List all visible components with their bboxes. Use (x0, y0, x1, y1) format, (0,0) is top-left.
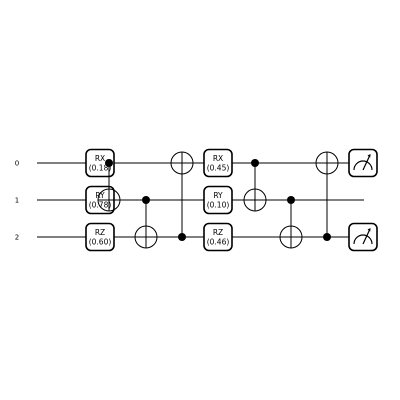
gate-rz-q2: RZ(0.60) (85, 222, 115, 252)
gate-param: (0.18) (89, 164, 112, 173)
gate-ry-q1: RY(0.10) (203, 185, 233, 215)
meter-icon (353, 234, 373, 245)
meter-icon (353, 160, 373, 171)
control-dot (105, 159, 113, 167)
gate-param: (0.10) (207, 201, 230, 210)
gate-param: (0.45) (207, 164, 230, 173)
control-dot (178, 233, 186, 241)
gate-name: RY (95, 191, 105, 200)
gate-rz-q2: RZ(0.46) (203, 222, 233, 252)
meter-needle (362, 154, 371, 171)
gate-name: RZ (95, 228, 105, 237)
qubit-labels: 0 1 2 (15, 160, 19, 242)
cnot-gate-c0-t1 (243, 159, 267, 212)
gate-box (203, 185, 233, 215)
meter-needle (362, 228, 371, 245)
gate-param: (0.46) (207, 238, 230, 247)
cnot-gate-c2-t0 (170, 151, 194, 241)
control-dot (287, 196, 295, 204)
meter-box (348, 148, 378, 178)
qubit-label-0: 0 (15, 160, 19, 168)
control-dot (142, 196, 150, 204)
qubit-label-2: 2 (15, 234, 19, 242)
gate-name: RX (213, 154, 223, 163)
cnot-gate-c1-t2 (279, 196, 303, 249)
gate-box (203, 148, 233, 178)
control-dot (251, 159, 259, 167)
qubit-label-1: 1 (15, 197, 19, 205)
gate-param: (0.78) (89, 201, 112, 210)
measure-gate-q2 (348, 222, 378, 252)
cnot-gate-c1-t2 (134, 196, 158, 249)
gate-rx-q0: RX(0.18) (85, 148, 115, 178)
gate-box (85, 222, 115, 252)
gate-name: RX (95, 154, 105, 163)
gate-name: RY (213, 191, 223, 200)
gate-box (85, 148, 115, 178)
gate-box (203, 222, 233, 252)
meter-box (348, 222, 378, 252)
gate-param: (0.60) (89, 238, 112, 247)
measure-gate-q0 (348, 148, 378, 178)
meter-needle-tip (367, 228, 371, 232)
gate-rx-q0: RX(0.45) (203, 148, 233, 178)
meter-needle-tip (367, 154, 371, 158)
cnot-gate-c0-t1 (97, 159, 121, 212)
gates-layer: RX(0.18)RY(0.78)RZ(0.60)RX(0.45)RY(0.10)… (85, 148, 378, 252)
control-dot (323, 233, 331, 241)
gate-name: RZ (213, 228, 223, 237)
cnot-gate-c2-t0 (315, 151, 339, 241)
